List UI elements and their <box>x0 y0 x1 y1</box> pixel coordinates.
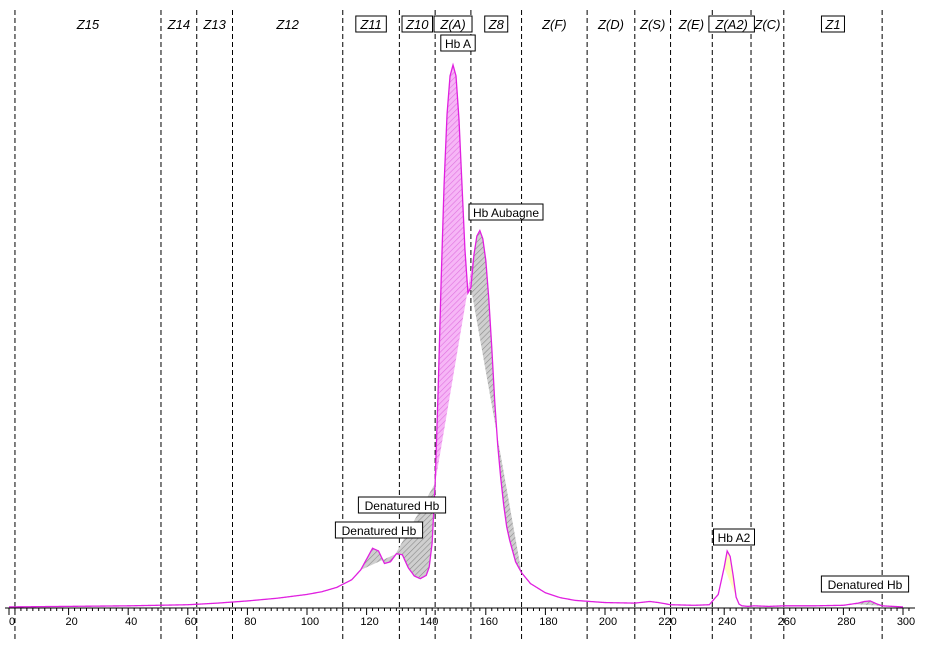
x-tick-label: 160 <box>480 616 498 628</box>
x-tick-label: 260 <box>778 616 796 628</box>
peak-labels: Hb A Hb Aubagne Denatured Hb Denatured Hb Hb… <box>334 34 910 593</box>
zone-z11: Z11 <box>355 15 387 33</box>
zone-label-text: Z(C) <box>753 17 780 32</box>
zone-z-a: Z(A) <box>433 15 473 33</box>
zone-label-text: Z10 <box>405 17 429 32</box>
peak-label-hb-a: Hb A <box>440 34 476 52</box>
x-axis: 0 20 40 60 80 100 120 140 160 180 200 220 240 260 280 3… <box>5 607 915 628</box>
zone-label-box <box>401 15 434 33</box>
x-tick-label: 140 <box>420 616 438 628</box>
zone-label-text: Z13 <box>202 17 226 32</box>
zone-z-f: Z(F) <box>541 17 567 32</box>
x-tick-label: 20 <box>65 616 77 628</box>
peak-label-text: Denatured Hb <box>365 499 440 513</box>
peak-label-text: Hb A <box>445 37 471 51</box>
x-tick-label: 120 <box>360 616 378 628</box>
zone-label-text: Z(E) <box>678 17 704 32</box>
trace-line <box>9 62 904 608</box>
peak-label-box <box>468 203 544 221</box>
zone-z14: Z14 <box>167 17 190 32</box>
zone-label-text: Z12 <box>275 17 299 32</box>
zone-z15: Z15 <box>76 17 100 32</box>
trace <box>9 62 904 608</box>
peak-areas <box>360 65 883 606</box>
peak-label-denatured-hb: Denatured Hb <box>820 575 910 593</box>
peak-area-hb-aubagne <box>470 230 522 573</box>
zone-label-box <box>355 15 387 33</box>
peak-label-box <box>713 528 755 546</box>
zone-label-box <box>433 15 473 33</box>
zone-label-text: Z(A2) <box>714 17 748 32</box>
zone-label-text: Z(F) <box>541 17 567 32</box>
x-tick-label: 60 <box>185 616 197 628</box>
x-tick-label: 280 <box>837 616 855 628</box>
x-tick-label: 220 <box>658 616 676 628</box>
x-tick-label: 80 <box>244 616 256 628</box>
peak-label-denatured-hb: Denatured Hb <box>334 521 424 539</box>
zone-label-box <box>708 15 755 33</box>
peak-label-text: Hb A2 <box>718 531 751 545</box>
x-tick-label: 300 <box>897 616 915 628</box>
zone-label-text: Z11 <box>359 17 381 32</box>
peak-label-box <box>440 34 476 52</box>
zone-label-box <box>484 15 509 33</box>
zone-labels: Z15 Z14 Z13 Z12 Z11 Z10 Z(A) Z8 Z(F) Z(D) Z(S) Z(E)… <box>76 15 845 33</box>
peak-label-hb-a2: Hb A2 <box>713 528 755 546</box>
zone-z10: Z10 <box>401 15 434 33</box>
zone-label-text: Z(D) <box>597 17 624 32</box>
zone-label-text: Z1 <box>824 17 840 32</box>
peak-label-hb-aubagne: Hb Aubagne <box>468 203 544 221</box>
zone-z12: Z12 <box>275 17 299 32</box>
zone-z-c: Z(C) <box>753 17 780 32</box>
zone-label-text: Z15 <box>76 17 100 32</box>
peak-label-box <box>820 575 910 593</box>
peak-area-hb-a <box>435 65 477 484</box>
peak-label-box <box>334 521 424 539</box>
peak-label-text: Denatured Hb <box>828 578 903 592</box>
peak-area-denatured-hb <box>852 600 883 606</box>
zone-z-s: Z(S) <box>639 17 665 32</box>
peak-label-text: Denatured Hb <box>342 524 417 538</box>
x-tick-label: 40 <box>125 616 137 628</box>
x-tick-label: 240 <box>718 616 736 628</box>
zone-z-a2: Z(A2) <box>708 15 755 33</box>
x-tick-label: 0 <box>9 616 15 628</box>
zone-z1: Z1 <box>820 15 845 33</box>
zone-z-e: Z(E) <box>678 17 704 32</box>
zone-label-box <box>820 15 845 33</box>
zone-label-text: Z(S) <box>639 17 665 32</box>
zone-z13: Z13 <box>202 17 226 32</box>
zone-z8: Z8 <box>484 15 509 33</box>
peak-label-text: Hb Aubagne <box>473 206 539 220</box>
peak-area-hb-a2 <box>724 550 740 605</box>
zone-label-text: Z(A) <box>439 17 465 32</box>
zone-label-text: Z8 <box>488 17 505 32</box>
x-tick-label: 200 <box>599 616 617 628</box>
zone-label-text: Z14 <box>167 17 190 32</box>
x-tick-label: 180 <box>539 616 557 628</box>
zone-z-d: Z(D) <box>597 17 624 32</box>
peak-label-box <box>357 496 447 514</box>
x-tick-label: 100 <box>301 616 319 628</box>
peak-label-denatured-hb: Denatured Hb <box>357 496 447 514</box>
